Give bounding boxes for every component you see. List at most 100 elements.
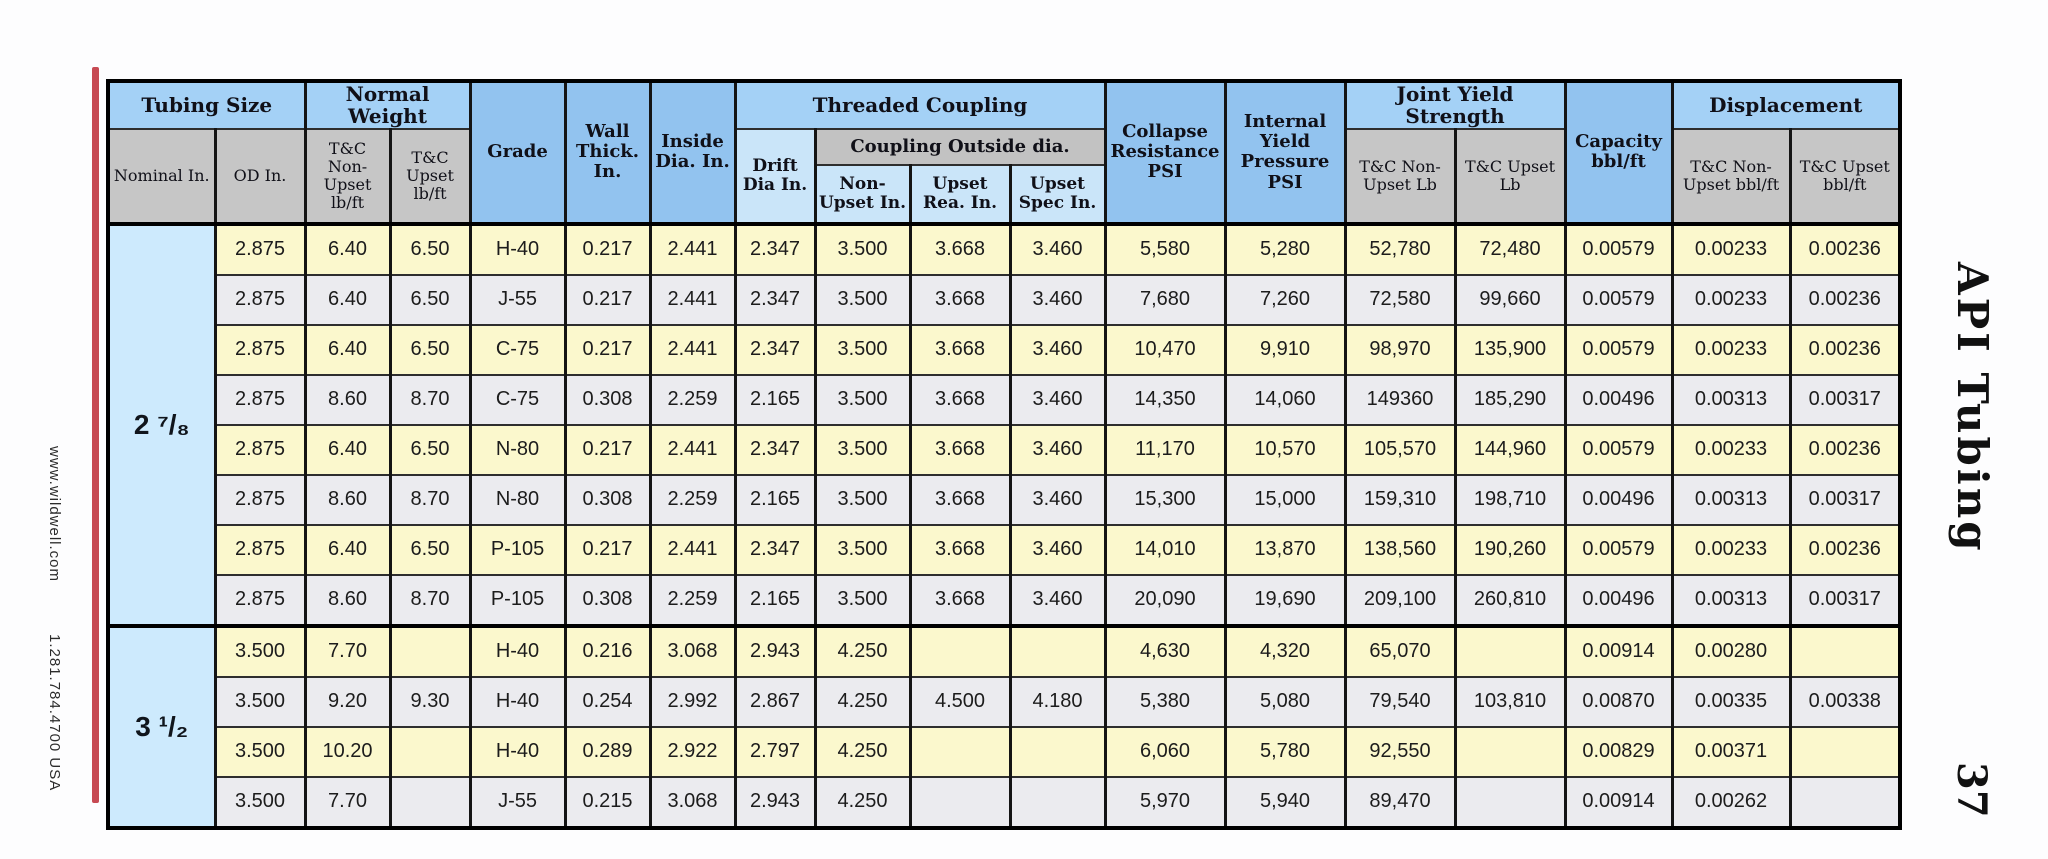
cell-internal_yield: 5,280 — [1223, 222, 1347, 276]
cell-wall_thick: 0.216 — [563, 623, 652, 678]
cell-joint_non_upset: 65,070 — [1343, 623, 1457, 678]
cell-joint_upset: 103,810 — [1453, 675, 1567, 728]
cell-grade: J-55 — [468, 273, 567, 326]
cell-joint_non_upset: 149360 — [1343, 373, 1457, 426]
header-disp-upset: T&C Upset bbl/ft — [1788, 127, 1902, 226]
header-joint-yield-strength: Joint Yield Strength — [1343, 80, 1567, 130]
cell-disp_upset — [1788, 725, 1902, 778]
cell-coupling_upset_spec: 3.460 — [1008, 473, 1107, 526]
cell-capacity: 0.00829 — [1563, 725, 1674, 778]
cell-disp_upset: 0.00236 — [1788, 273, 1902, 326]
cell-inside_dia: 2.441 — [648, 423, 737, 476]
cell-internal_yield: 9,910 — [1223, 323, 1347, 376]
header-threaded-coupling: Threaded Coupling — [733, 80, 1107, 130]
cell-tc_non_upset_lbft: 7.70 — [303, 775, 392, 829]
cell-joint_upset: 198,710 — [1453, 473, 1567, 526]
cell-coupling_non_upset: 3.500 — [813, 473, 912, 526]
header-capacity: Capacity bbl/ft — [1563, 80, 1674, 226]
cell-drift_dia: 2.165 — [733, 473, 817, 526]
cell-disp_non_upset: 0.00233 — [1670, 273, 1792, 326]
cell-collapse_resistance: 14,010 — [1103, 523, 1227, 576]
cell-disp_non_upset: 0.00233 — [1670, 323, 1792, 376]
cell-disp_non_upset: 0.00313 — [1670, 473, 1792, 526]
cell-od: 3.500 — [213, 775, 307, 829]
cell-disp_upset: 0.00317 — [1788, 573, 1902, 627]
cell-inside_dia: 2.259 — [648, 573, 737, 627]
cell-internal_yield: 5,780 — [1223, 725, 1347, 778]
cell-inside_dia: 2.259 — [648, 473, 737, 526]
cell-collapse_resistance: 7,680 — [1103, 273, 1227, 326]
cell-disp_non_upset: 0.00371 — [1670, 725, 1792, 778]
cell-tc_non_upset_lbft: 6.40 — [303, 273, 392, 326]
cell-coupling_non_upset: 3.500 — [813, 273, 912, 326]
cell-collapse_resistance: 10,470 — [1103, 323, 1227, 376]
header-coupling-upset-spec: Upset Spec In. — [1008, 163, 1107, 226]
cell-coupling_upset_spec: 3.460 — [1008, 573, 1107, 627]
cell-disp_upset: 0.00236 — [1788, 222, 1902, 276]
cell-tc_non_upset_lbft: 8.60 — [303, 373, 392, 426]
cell-disp_upset: 0.00317 — [1788, 373, 1902, 426]
header-tc-non-upset-lbft: T&C Non-Upset lb/ft — [303, 127, 392, 226]
cell-grade: N-80 — [468, 423, 567, 476]
cell-wall_thick: 0.217 — [563, 222, 652, 276]
cell-collapse_resistance: 11,170 — [1103, 423, 1227, 476]
cell-tc_upset_lbft: 8.70 — [388, 373, 472, 426]
cell-coupling_upset_rea: 3.668 — [908, 573, 1012, 627]
cell-collapse_resistance: 14,350 — [1103, 373, 1227, 426]
cell-capacity: 0.00579 — [1563, 423, 1674, 476]
header-joint-non-upset: T&C Non-Upset Lb — [1343, 127, 1457, 226]
cell-inside_dia: 2.441 — [648, 222, 737, 276]
cell-joint_non_upset: 105,570 — [1343, 423, 1457, 476]
cell-joint_non_upset: 209,100 — [1343, 573, 1457, 627]
cell-coupling_upset_rea: 3.668 — [908, 222, 1012, 276]
cell-coupling_upset_spec: 3.460 — [1008, 523, 1107, 576]
cell-joint_upset — [1453, 725, 1567, 778]
cell-tc_non_upset_lbft: 6.40 — [303, 523, 392, 576]
cell-joint_upset: 190,260 — [1453, 523, 1567, 576]
cell-internal_yield: 10,570 — [1223, 423, 1347, 476]
cell-drift_dia: 2.165 — [733, 373, 817, 426]
cell-inside_dia: 2.922 — [648, 725, 737, 778]
cell-disp_non_upset: 0.00335 — [1670, 675, 1792, 728]
cell-tc_upset_lbft — [388, 775, 472, 829]
cell-capacity: 0.00914 — [1563, 623, 1674, 678]
cell-tc_upset_lbft: 6.50 — [388, 222, 472, 276]
cell-coupling_upset_rea — [908, 775, 1012, 829]
cell-tc_non_upset_lbft: 7.70 — [303, 623, 392, 678]
cell-od: 2.875 — [213, 573, 307, 627]
cell-disp_non_upset: 0.00280 — [1670, 623, 1792, 678]
cell-joint_non_upset: 159,310 — [1343, 473, 1457, 526]
cell-wall_thick: 0.217 — [563, 323, 652, 376]
cell-drift_dia: 2.347 — [733, 523, 817, 576]
cell-coupling_upset_spec: 3.460 — [1008, 423, 1107, 476]
header-nominal: Nominal In. — [106, 127, 217, 226]
cell-joint_upset: 185,290 — [1453, 373, 1567, 426]
cell-capacity: 0.00496 — [1563, 573, 1674, 627]
cell-coupling_upset_rea: 3.668 — [908, 323, 1012, 376]
cell-tc_non_upset_lbft: 8.60 — [303, 473, 392, 526]
cell-wall_thick: 0.308 — [563, 373, 652, 426]
cell-coupling_upset_spec — [1008, 725, 1107, 778]
cell-internal_yield: 19,690 — [1223, 573, 1347, 627]
cell-disp_upset: 0.00236 — [1788, 323, 1902, 376]
cell-coupling_upset_rea: 3.668 — [908, 423, 1012, 476]
cell-collapse_resistance: 20,090 — [1103, 573, 1227, 627]
cell-inside_dia: 2.259 — [648, 373, 737, 426]
cell-drift_dia: 2.943 — [733, 623, 817, 678]
cell-capacity: 0.00496 — [1563, 473, 1674, 526]
cell-coupling_upset_spec — [1008, 623, 1107, 678]
cell-inside_dia: 2.441 — [648, 523, 737, 576]
cell-inside_dia: 3.068 — [648, 775, 737, 829]
cell-inside_dia: 2.441 — [648, 323, 737, 376]
cell-collapse_resistance: 5,580 — [1103, 222, 1227, 276]
cell-coupling_non_upset: 4.250 — [813, 623, 912, 678]
cell-disp_upset: 0.00236 — [1788, 423, 1902, 476]
cell-od: 3.500 — [213, 623, 307, 678]
cell-disp_non_upset: 0.00313 — [1670, 573, 1792, 627]
cell-joint_non_upset: 98,970 — [1343, 323, 1457, 376]
cell-coupling_non_upset: 3.500 — [813, 373, 912, 426]
header-coupling-upset-rea: Upset Rea. In. — [908, 163, 1012, 226]
cell-drift_dia: 2.797 — [733, 725, 817, 778]
cell-drift_dia: 2.165 — [733, 573, 817, 627]
cell-joint_upset: 260,810 — [1453, 573, 1567, 627]
